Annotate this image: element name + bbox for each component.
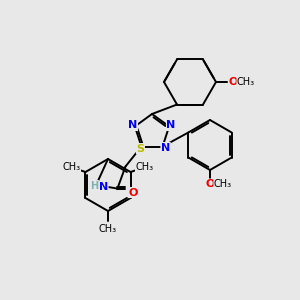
- Text: N: N: [161, 142, 170, 153]
- Text: CH₃: CH₃: [62, 162, 80, 172]
- Text: CH₃: CH₃: [214, 179, 232, 189]
- Text: O: O: [228, 77, 238, 87]
- Text: N: N: [128, 120, 137, 130]
- Text: H: H: [90, 181, 98, 190]
- Text: CH₃: CH₃: [136, 162, 154, 172]
- Text: N: N: [99, 182, 108, 192]
- Text: CH₃: CH₃: [99, 224, 117, 234]
- Text: O: O: [129, 188, 138, 198]
- Text: O: O: [205, 179, 215, 189]
- Text: S: S: [136, 144, 144, 154]
- Text: N: N: [167, 120, 176, 130]
- Text: CH₃: CH₃: [237, 77, 255, 87]
